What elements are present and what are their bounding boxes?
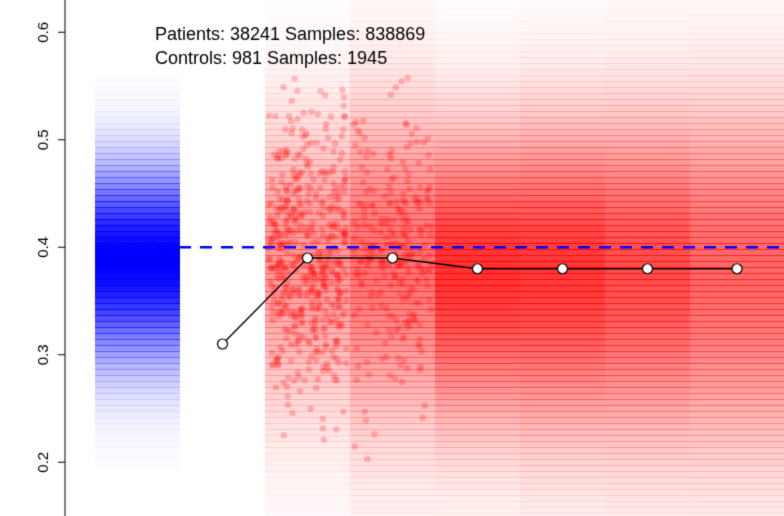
stats-density-chart bbox=[0, 0, 784, 516]
